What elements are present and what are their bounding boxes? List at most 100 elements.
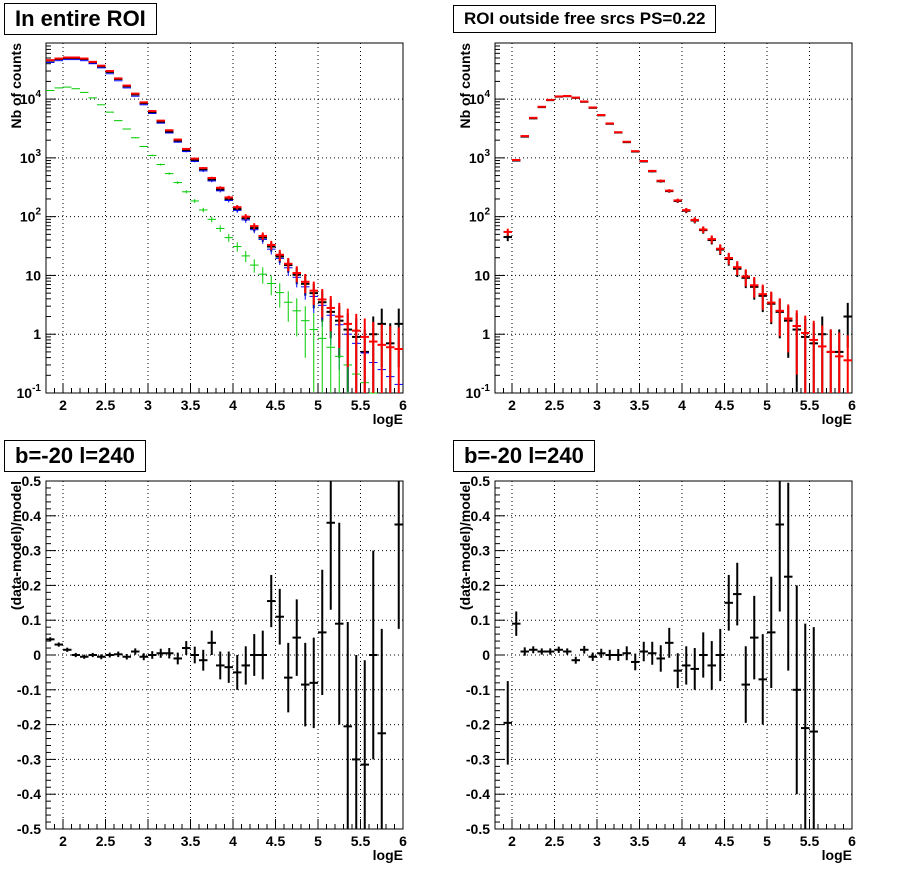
y-tick-label: 102 [20,207,42,225]
y-tick-label: 0.2 [22,577,42,593]
ticks [45,42,404,394]
data-point [835,332,844,393]
data-point [563,648,572,655]
data-point [182,150,191,153]
y-tick-label: 0.5 [471,473,491,489]
data-point [335,522,344,725]
grid [46,481,403,829]
data-point [784,482,793,671]
data-point [826,329,835,393]
data-point [318,289,327,318]
data-point [360,318,369,393]
data-point [199,167,208,170]
x-tick-label: 6 [399,397,407,413]
data-point [665,627,674,658]
data-point [588,106,597,109]
x-tick-label: 4 [678,833,686,849]
data-point [292,298,301,337]
x-tick-label: 5.5 [800,833,820,849]
data-point [724,252,733,265]
data-point [258,630,267,680]
data-point [173,652,182,665]
x-tick-label: 5.5 [351,833,371,849]
data-point [267,275,276,296]
data-point [741,646,750,723]
data-point [190,646,199,664]
data-point [546,98,555,101]
data-point [258,232,267,240]
data-point [114,651,123,658]
data-point [156,163,165,166]
y-tick-label: 103 [469,148,491,166]
data-point [165,129,174,132]
data-point [267,240,276,250]
y-tick-label: 102 [469,207,491,225]
data-point [520,647,529,656]
data-point [326,481,335,610]
data-point [165,132,174,134]
data-point [156,119,165,122]
data-point [182,190,191,194]
data-point [699,226,708,233]
data-point [741,269,750,287]
data-point [792,310,801,375]
data-point [682,646,691,685]
data-point [250,223,259,230]
data-point [784,304,793,353]
chart-counts-entire-roi: 2 2.5 3 3.5 4 4.5 5 5.5 6 10-1 1 10 102 103 104 logE Nb … [8,42,407,427]
data-point [809,627,818,829]
data-point [639,159,648,162]
data-point [622,140,631,143]
data-point [207,179,216,183]
data-point [758,284,767,310]
x-tick-label: 3.5 [181,397,201,413]
y-tick-label: 104 [20,89,42,107]
data-point [818,325,827,393]
data-point [182,641,191,655]
x-tick-label: 2 [508,397,516,413]
x-tick-label: 5 [763,833,771,849]
y-tick-label: 0.5 [22,473,42,489]
data-point [97,104,106,106]
data-point [318,319,327,393]
data-point [216,186,225,190]
data-point [394,481,403,629]
data-point [775,298,784,337]
data-point [122,128,131,130]
x-tick-label: 5 [314,397,322,413]
panel-residuals-outside-srcs: 2 2.5 3 3.5 4 4.5 5 5.5 6 -0.5 -0.4 -0.3 -0.2 -0.1 0 0.… [449,437,898,875]
data-series-3 [46,56,403,393]
data-point [199,169,208,172]
data-point [614,649,623,661]
data-point [750,595,759,680]
y-tick-label: -0.4 [17,786,41,802]
y-tick-label: 10 [25,267,41,283]
data-point [580,100,589,103]
data-point [54,642,63,647]
data-point [301,306,310,358]
y-axis-label: Nb of counts [457,43,473,129]
data-point [343,308,352,368]
x-tick-label: 4 [229,397,237,413]
data-point [801,315,810,393]
data-point [605,122,614,125]
y-axis-label: (data-model)/model [457,481,473,610]
y-tick-label: -0.2 [466,717,490,733]
data-point [318,569,327,696]
data-series-2 [46,86,400,394]
data-point [250,259,259,273]
data-point [682,208,691,213]
x-axis-label: logE [373,847,403,863]
y-tick-label: -0.1 [466,682,490,698]
x-tick-label: 5 [763,397,771,413]
data-point [173,181,182,184]
data-point [250,634,259,676]
data-point [63,647,72,652]
data-point [275,588,284,645]
data-series-0 [503,95,852,393]
data-point [571,656,580,664]
x-tick-label: 5.5 [800,397,820,413]
data-point [139,101,148,104]
data-point [173,138,182,141]
data-point [292,599,301,676]
